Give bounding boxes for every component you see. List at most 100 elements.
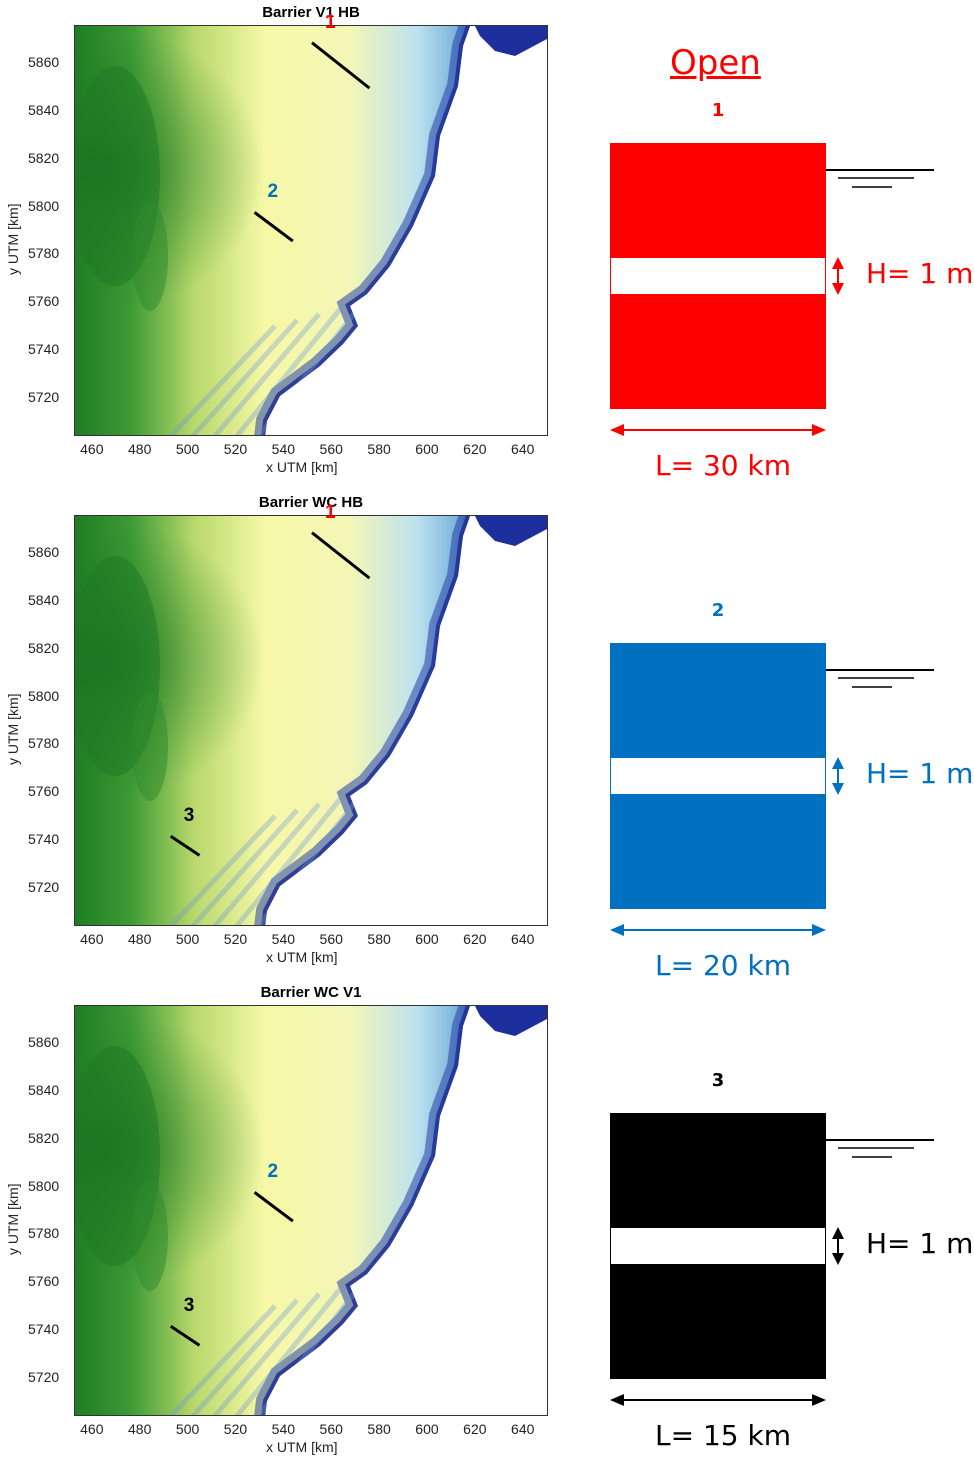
y-tick-label: 5860: [28, 544, 60, 561]
opening-height-label: H= 1 m: [866, 257, 974, 290]
y-tick-label: 5840: [28, 1082, 60, 1099]
map-axes: [74, 1005, 548, 1416]
x-tick-label: 600: [415, 441, 439, 457]
y-axis-label: y UTM [km]: [5, 202, 21, 275]
barrier-length-label: L= 30 km: [655, 449, 791, 482]
barrier-line-1: [311, 531, 371, 580]
bathymetry-map: [75, 26, 547, 435]
x-tick-label: 620: [463, 931, 487, 947]
map-title: Barrier WC V1: [260, 984, 362, 1001]
map-axes: [74, 25, 548, 436]
barrier-label-1: 1: [325, 11, 336, 33]
schematic-number: 3: [711, 1070, 725, 1091]
y-tick-label: 5720: [28, 388, 60, 405]
x-tick-label: 540: [271, 1421, 296, 1437]
x-tick-label: 520: [223, 441, 248, 457]
x-tick-label: 460: [80, 1421, 104, 1437]
x-tick-label: 480: [128, 931, 152, 947]
y-axis-label: y UTM [km]: [5, 692, 21, 765]
x-tick-label: 540: [271, 441, 296, 457]
barrier-line-1: [311, 41, 371, 90]
x-tick-label: 500: [175, 931, 200, 947]
y-tick-label: 5760: [28, 293, 60, 310]
y-tick-label: 5800: [28, 1177, 60, 1194]
x-tick-label: 580: [367, 441, 391, 457]
x-axis-label: x UTM [km]: [266, 949, 338, 965]
x-tick-label: 620: [463, 441, 487, 457]
barrier-label-3: 3: [183, 805, 195, 827]
y-tick-label: 5760: [28, 783, 60, 800]
x-tick-label: 540: [271, 931, 296, 947]
y-tick-label: 5720: [28, 1368, 60, 1385]
y-tick-label: 5800: [28, 687, 60, 704]
x-tick-label: 640: [511, 1421, 535, 1437]
y-tick-label: 5840: [28, 102, 60, 119]
barrier-opening: [611, 758, 825, 794]
x-tick-label: 560: [319, 1421, 343, 1437]
y-tick-label: 5740: [28, 1320, 60, 1337]
x-tick-label: 640: [511, 441, 535, 457]
bathymetry-map: [75, 516, 547, 925]
y-tick-label: 5820: [28, 639, 60, 656]
x-tick-label: 460: [80, 441, 104, 457]
map-panel-2: Barrier WC HB 1 3 460 480 500 520 540 560 580 600 6…: [0, 490, 560, 976]
map-panel-1: Barrier V1 HB 1 2 460 480 500 520 540 560 580 600 6…: [0, 0, 560, 486]
y-tick-label: 5840: [28, 592, 60, 609]
map-panel-3: Barrier WC V1 2 3 460 480 500 520 540 560 580 600 6…: [0, 980, 560, 1466]
x-tick-label: 480: [128, 441, 152, 457]
y-tick-label: 5760: [28, 1273, 60, 1290]
y-tick-label: 5720: [28, 878, 60, 895]
opening-height-label: H= 1 m: [866, 1227, 974, 1260]
y-axis-label: y UTM [km]: [5, 1182, 21, 1255]
schematic-number: 2: [711, 600, 725, 621]
x-tick-label: 460: [80, 931, 104, 947]
x-tick-label: 500: [175, 441, 200, 457]
barrier-label-2: 2: [267, 1161, 279, 1183]
y-tick-label: 5800: [28, 197, 60, 214]
y-tick-label: 5780: [28, 735, 60, 752]
barrier-line-2: [253, 211, 294, 243]
open-heading: Open: [670, 43, 761, 83]
x-tick-label: 560: [319, 931, 343, 947]
y-tick-label: 5780: [28, 245, 60, 262]
map-title: Barrier WC HB: [258, 494, 364, 511]
schematic-drawing: [610, 643, 934, 936]
schematic-drawing: [610, 143, 934, 436]
barrier-line-3: [169, 834, 201, 857]
x-tick-label: 600: [415, 1421, 439, 1437]
bathymetry-map: [75, 1006, 547, 1415]
y-tick-label: 5780: [28, 1225, 60, 1242]
barrier-opening: [611, 258, 825, 294]
x-axis-label: x UTM [km]: [266, 1439, 338, 1455]
y-tick-label: 5860: [28, 1034, 60, 1051]
x-tick-label: 580: [367, 1421, 391, 1437]
schematic-number: 1: [711, 100, 725, 121]
y-tick-label: 5860: [28, 54, 60, 71]
x-tick-label: 560: [319, 441, 343, 457]
x-tick-label: 480: [128, 1421, 152, 1437]
x-tick-label: 500: [175, 1421, 200, 1437]
y-tick-label: 5740: [28, 830, 60, 847]
y-tick-label: 5820: [28, 149, 60, 166]
y-tick-label: 5740: [28, 340, 60, 357]
opening-height-label: H= 1 m: [866, 757, 974, 790]
barrier-opening: [611, 1228, 825, 1264]
x-tick-label: 600: [415, 931, 439, 947]
barrier-label-1: 1: [325, 501, 336, 523]
x-tick-label: 620: [463, 1421, 487, 1437]
map-title: Barrier V1 HB: [262, 4, 360, 21]
barrier-line-2: [253, 1191, 294, 1223]
x-tick-label: 640: [511, 931, 535, 947]
barrier-label-2: 2: [267, 181, 279, 203]
barrier-length-label: L= 15 km: [655, 1419, 791, 1452]
x-tick-label: 520: [223, 1421, 248, 1437]
x-tick-label: 520: [223, 931, 248, 947]
y-tick-label: 5820: [28, 1129, 60, 1146]
barrier-label-3: 3: [183, 1295, 195, 1317]
map-axes: [74, 515, 548, 926]
barrier-line-3: [169, 1324, 201, 1347]
barrier-length-label: L= 20 km: [655, 949, 791, 982]
schematic-drawing: [610, 1113, 934, 1406]
x-axis-label: x UTM [km]: [266, 459, 338, 475]
x-tick-label: 580: [367, 931, 391, 947]
